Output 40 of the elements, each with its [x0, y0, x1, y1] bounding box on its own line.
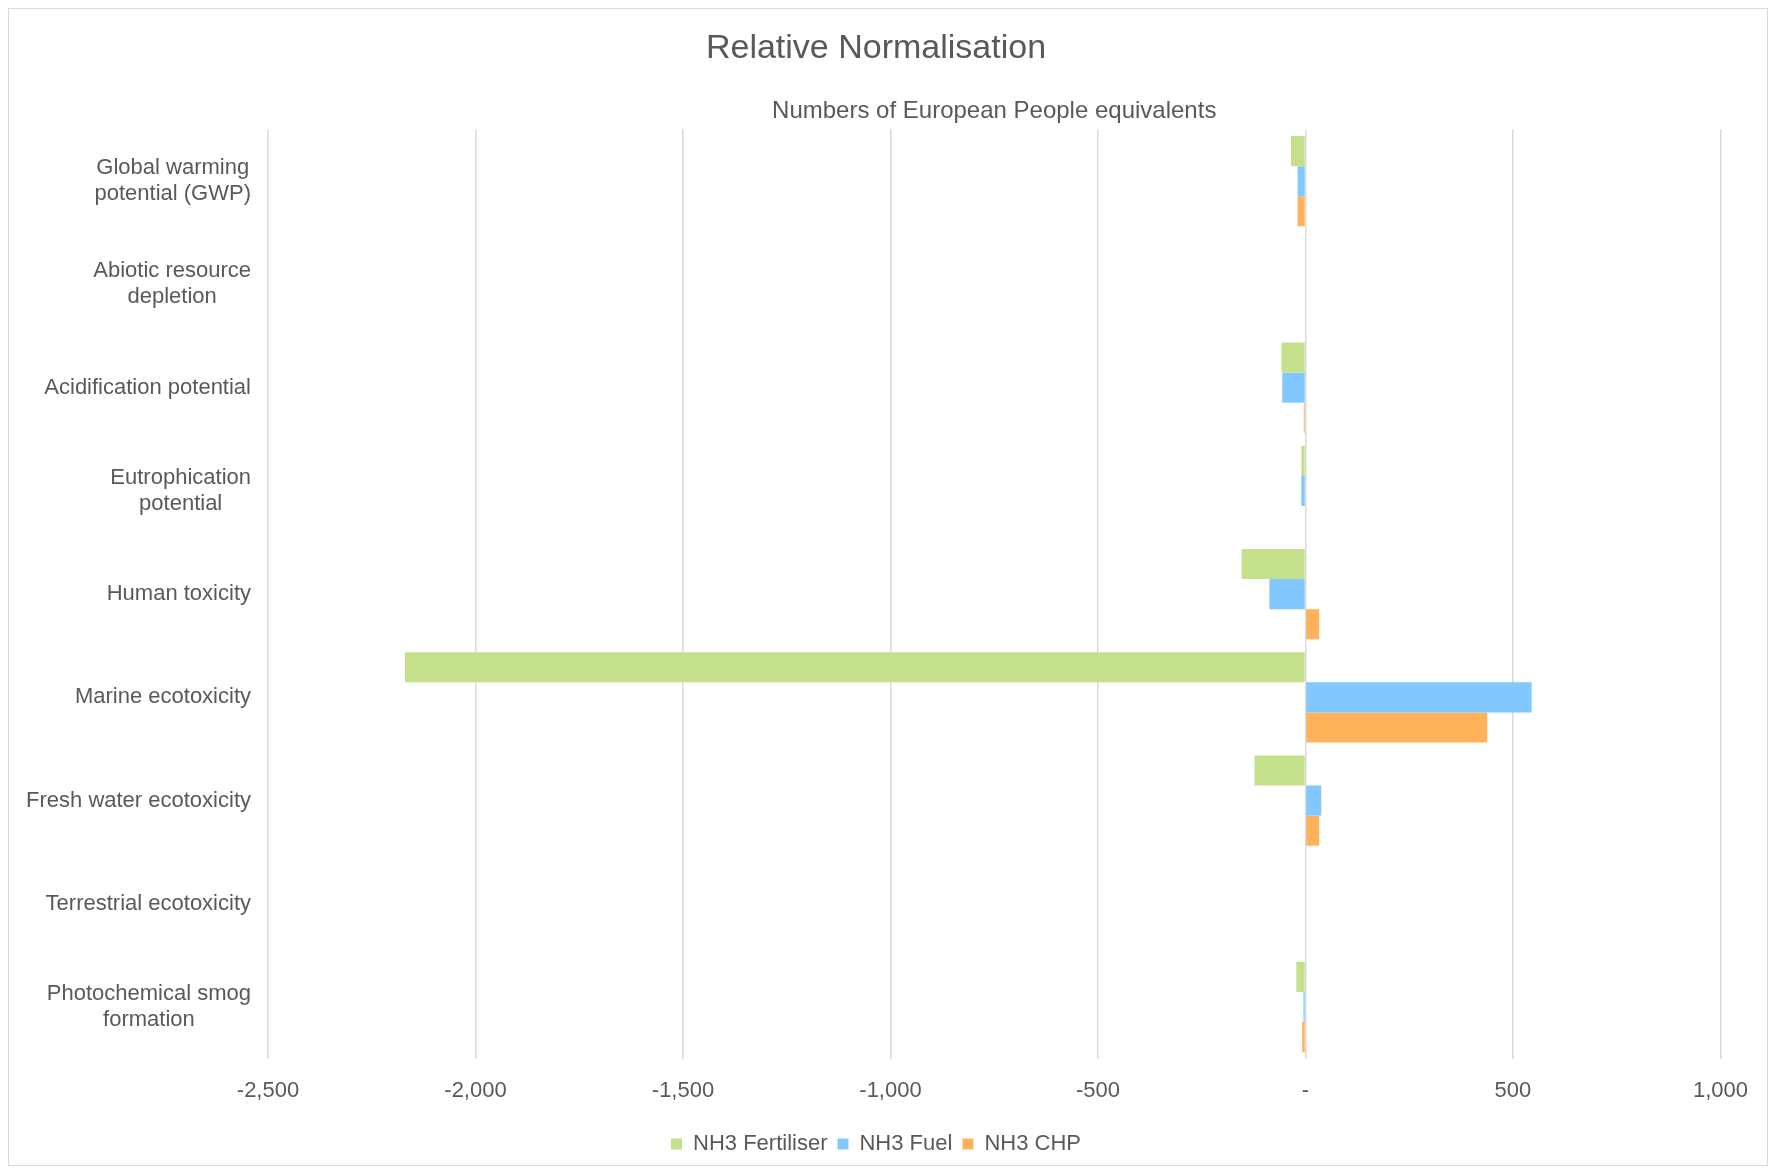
chart-title: Relative Normalisation — [705, 26, 1047, 65]
x-tick-label: -1,500 — [651, 1076, 715, 1102]
y-tick-label: Fresh water ecotoxicity — [26, 786, 251, 812]
bar — [1306, 609, 1320, 640]
y-tick-label: Photochemical smog formation — [46, 980, 251, 1032]
y-tick-label: Human toxicity — [106, 580, 252, 606]
y-tick-label: Global warming potential (GWP) — [94, 154, 251, 206]
y-tick-label: Marine ecotoxicity — [74, 683, 252, 709]
bar — [1281, 342, 1305, 373]
x-tick-label: -500 — [1075, 1076, 1121, 1102]
bar — [1297, 196, 1305, 227]
bar — [1296, 961, 1305, 992]
y-tick-label: Abiotic resource depletion — [93, 257, 252, 309]
bar — [1290, 136, 1305, 167]
bar — [404, 652, 1305, 683]
legend-label: NH3 Fuel — [859, 1130, 953, 1156]
y-tick-label: Acidification potential — [44, 373, 251, 399]
bar — [1269, 579, 1305, 610]
x-tick-label: 1,000 — [1692, 1076, 1748, 1102]
y-tick-label: Terrestrial ecotoxicity — [45, 889, 251, 915]
legend-label: NH3 Fertiliser — [693, 1130, 828, 1156]
x-axis-title: Numbers of European People equivalents — [772, 95, 1217, 123]
bar — [1306, 712, 1488, 743]
x-tick-label: -1,000 — [859, 1076, 922, 1102]
bar — [1306, 785, 1322, 816]
bar — [1282, 372, 1305, 403]
bar — [1306, 682, 1532, 713]
legend-label: NH3 CHP — [984, 1130, 1081, 1156]
bar — [1297, 166, 1305, 197]
x-tick-label: 500 — [1494, 1076, 1532, 1102]
bar — [1254, 755, 1305, 786]
x-tick-label: -2,500 — [236, 1076, 300, 1102]
bar — [1301, 475, 1305, 506]
x-tick-label: - — [1301, 1076, 1310, 1102]
bar — [1306, 815, 1320, 846]
bar — [1241, 548, 1305, 580]
bar — [1302, 1022, 1305, 1053]
bar — [1301, 445, 1305, 476]
x-tick-label: -2,000 — [444, 1076, 507, 1102]
y-tick-label: Eutrophication potential — [110, 463, 251, 515]
